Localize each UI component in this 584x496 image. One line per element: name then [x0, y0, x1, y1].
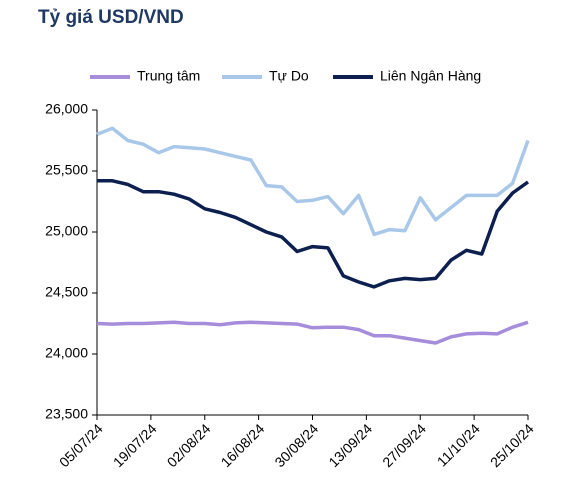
- chart-title: Tỷ giá USD/VND: [38, 7, 184, 28]
- x-tick-label: 11/10/24: [434, 420, 483, 469]
- y-tick-label: 24,000: [45, 345, 88, 361]
- y-tick-label: 23,500: [45, 406, 88, 422]
- x-tick-label: 16/08/24: [218, 420, 268, 470]
- y-tick-label: 25,000: [45, 223, 88, 239]
- series-line: [96, 320, 529, 345]
- legend-label: Tự Do: [269, 68, 309, 84]
- x-tick-label: 02/08/24: [164, 420, 214, 470]
- y-tick-label: 24,500: [45, 284, 88, 300]
- x-tick-label: 27/09/24: [379, 420, 429, 470]
- x-tick-label: 05/07/24: [56, 420, 106, 470]
- series-line: [97, 179, 530, 289]
- x-tick-label: 19/07/24: [110, 420, 160, 470]
- x-tick-label: 25/10/24: [487, 420, 537, 470]
- legend-label: Trung tâm: [137, 68, 200, 84]
- legend-label: Liên Ngân Hàng: [380, 68, 481, 84]
- y-tick-label: 26,000: [45, 101, 88, 117]
- series-line: [96, 126, 530, 237]
- x-tick-label: 13/09/24: [325, 420, 375, 470]
- x-tick-label: 30/08/24: [271, 420, 321, 470]
- y-tick-label: 25,500: [45, 162, 88, 178]
